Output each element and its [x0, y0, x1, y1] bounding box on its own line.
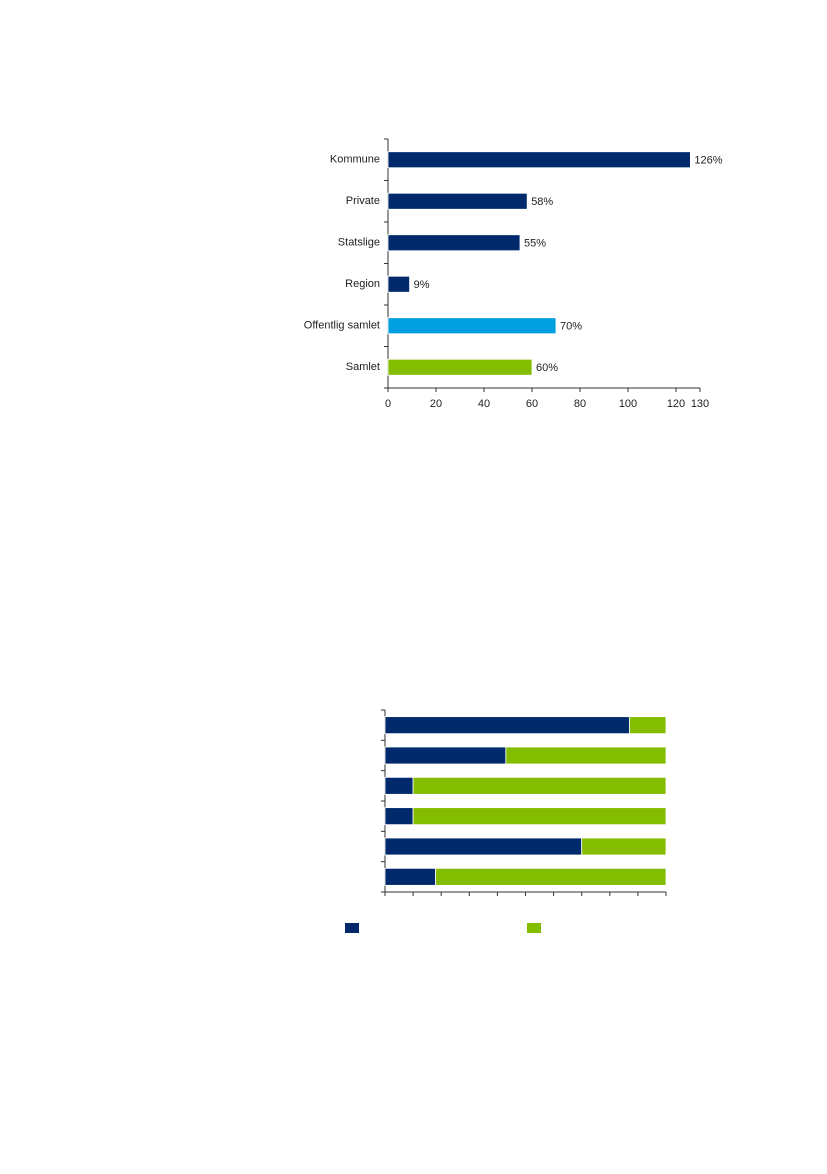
category-label: Offentlig samlet [304, 320, 380, 332]
x-tick-label: 40 [478, 398, 490, 410]
value-label: 9% [414, 279, 430, 291]
bar-segment [412, 776, 667, 795]
bar-segment [384, 807, 414, 826]
legend-swatch [345, 923, 359, 933]
value-label: 70% [560, 321, 582, 333]
x-tick-label: 100 [619, 398, 637, 410]
x-tick-label: 130 [691, 398, 709, 410]
category-label: Statslige [338, 237, 380, 249]
value-label: 60% [536, 362, 558, 374]
category-label: Region [345, 278, 380, 290]
bar [387, 234, 521, 252]
category-label: Private [346, 195, 380, 207]
bar-segment [384, 746, 507, 765]
bar-segment [384, 837, 583, 856]
category-label: Samlet [346, 361, 380, 373]
category-label: Kommune [330, 154, 380, 166]
bar [387, 151, 691, 169]
bar-segment [505, 746, 667, 765]
bar-segment [629, 716, 667, 735]
x-tick-label: 20 [430, 398, 442, 410]
bar [387, 358, 533, 376]
bar [387, 192, 528, 210]
value-label: 58% [531, 196, 553, 208]
bar-segment [384, 776, 414, 795]
bar-segment [412, 807, 667, 826]
bar-segment [384, 867, 436, 886]
legend-swatch [527, 923, 541, 933]
x-tick-label: 0 [385, 398, 391, 410]
bar [387, 317, 557, 335]
bar-segment [581, 837, 667, 856]
x-tick-label: 80 [574, 398, 586, 410]
x-tick-label: 120 [667, 398, 685, 410]
bar-segment [384, 716, 630, 735]
bar [387, 275, 411, 293]
bar-segment [435, 867, 667, 886]
x-tick-label: 60 [526, 398, 538, 410]
value-label: 55% [524, 238, 546, 250]
value-label: 126% [694, 155, 722, 167]
